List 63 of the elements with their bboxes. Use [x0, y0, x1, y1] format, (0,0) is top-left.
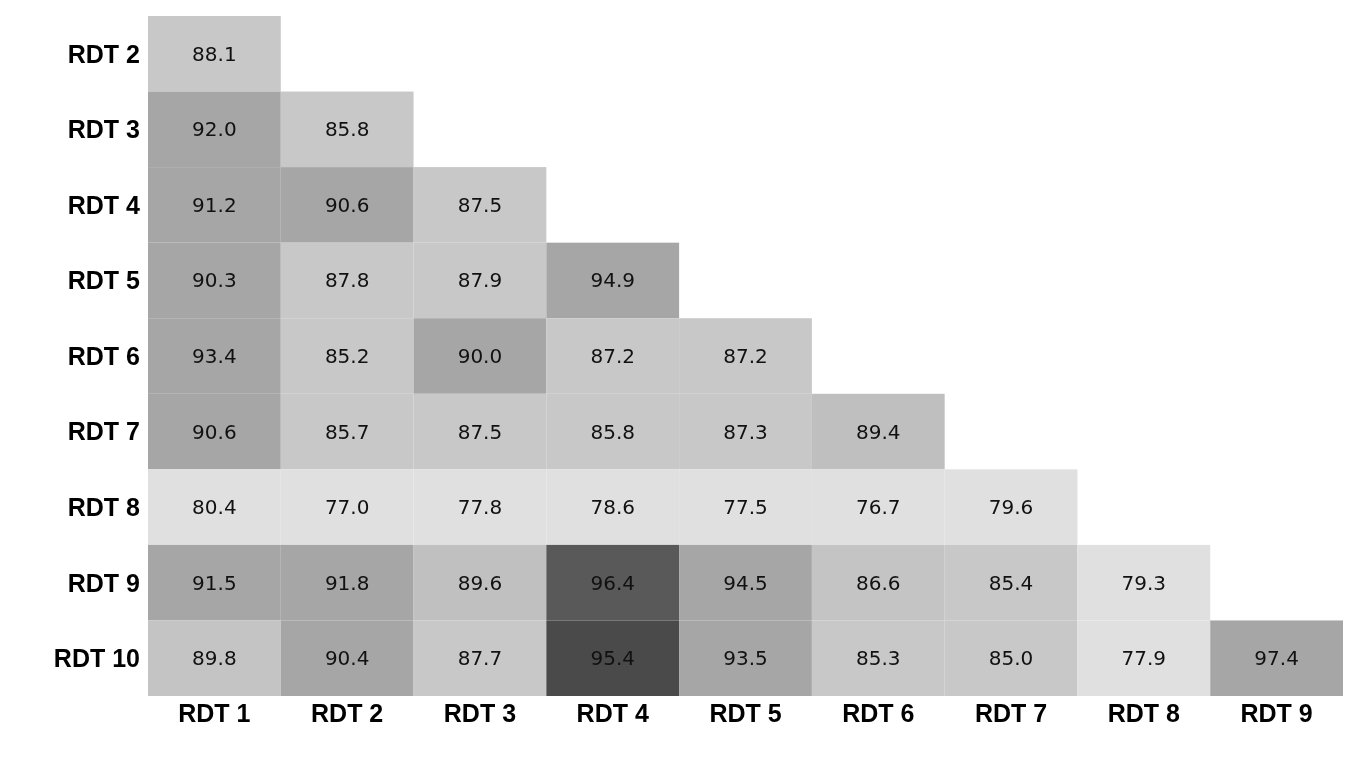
y-tick-label: RDT 2	[67, 39, 140, 68]
data-label: 90.0	[457, 344, 503, 368]
data-label: 91.8	[324, 570, 370, 595]
data-label: 91.2	[192, 192, 237, 217]
data-label: 85.8	[324, 117, 370, 142]
x-tick-label: RDT 5	[709, 698, 782, 727]
y-tick-label: RDT 7	[67, 417, 140, 446]
data-label: 87.2	[590, 344, 635, 368]
data-label: 87.5	[457, 192, 503, 217]
data-label: 93.5	[723, 646, 768, 671]
data-label: 87.3	[723, 419, 768, 444]
data-label: 93.4	[192, 344, 237, 368]
data-label: 85.7	[324, 419, 370, 444]
y-tick-label: RDT 5	[67, 266, 141, 295]
data-label: 87.5	[457, 419, 503, 444]
data-label: 87.2	[723, 344, 768, 368]
y-tick-label: RDT 8	[67, 492, 141, 521]
data-label: 85.0	[988, 646, 1034, 671]
data-label: 90.6	[192, 419, 237, 444]
data-label: 76.7	[856, 495, 901, 520]
data-label: 79.6	[988, 495, 1034, 520]
data-label: 85.4	[988, 570, 1034, 595]
data-label: 77.0	[324, 495, 370, 520]
data-label: 92.0	[192, 117, 237, 142]
data-label: 90.6	[324, 192, 370, 217]
x-tick-label: RDT 3	[443, 698, 517, 727]
data-label: 85.3	[856, 646, 901, 671]
data-label: 87.9	[457, 268, 503, 293]
x-tick-label: RDT 1	[178, 698, 251, 727]
data-label: 96.4	[590, 570, 635, 595]
data-label: 77.5	[723, 495, 768, 520]
data-label: 85.8	[590, 419, 635, 444]
data-label: 90.3	[192, 268, 237, 293]
data-label: 87.8	[324, 268, 370, 293]
data-label: 89.4	[856, 419, 901, 444]
y-tick-label: RDT 3	[67, 115, 140, 144]
data-label: 78.6	[590, 495, 635, 520]
data-label: 89.8	[192, 646, 237, 671]
data-label: 86.6	[856, 570, 901, 595]
data-label: 90.4	[324, 646, 370, 671]
data-label: 88.1	[192, 41, 237, 66]
data-label: 87.7	[457, 646, 503, 671]
data-label: 79.3	[1121, 570, 1167, 595]
data-label: 94.9	[590, 268, 635, 293]
y-tick-label: RDT 4	[67, 190, 141, 219]
data-label: 89.6	[457, 570, 503, 595]
data-label: 91.5	[192, 570, 237, 595]
x-tick-label: RDT 8	[1107, 698, 1181, 727]
y-tick-label: RDT 10	[53, 644, 140, 673]
data-label: 80.4	[192, 495, 237, 520]
y-tick-label: RDT 6	[67, 341, 140, 370]
x-tick-label: RDT 7	[974, 698, 1048, 727]
x-tick-label: RDT 9	[1240, 698, 1313, 727]
y-tick-label: RDT 9	[67, 568, 140, 597]
data-label: 95.4	[590, 646, 635, 671]
data-label: 77.8	[457, 495, 503, 520]
x-tick-label: RDT 4	[576, 698, 649, 727]
x-tick-label: RDT 2	[311, 698, 384, 727]
data-label: 97.4	[1254, 646, 1299, 671]
x-tick-label: RDT 6	[842, 698, 915, 727]
data-label: 94.5	[723, 570, 768, 595]
data-label: 85.2	[324, 344, 370, 368]
data-label: 77.9	[1121, 646, 1167, 671]
